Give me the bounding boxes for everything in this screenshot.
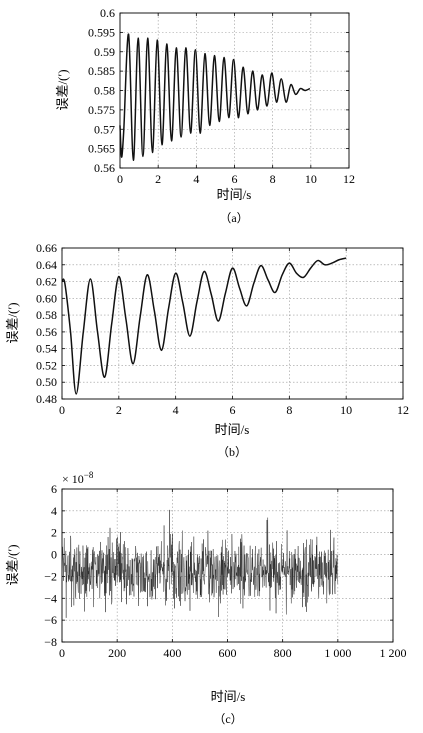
- ticks-c: [61, 488, 394, 643]
- y-tick-label: 0.57: [94, 122, 115, 136]
- y-tick-label: 0.59: [94, 45, 115, 59]
- x-tick-label: 0: [59, 646, 65, 660]
- x-tick-label: 6: [230, 403, 236, 417]
- y-tick-label: −2: [44, 569, 57, 583]
- y-tick-label: −8: [44, 635, 57, 649]
- x-tick-label: 0: [117, 172, 123, 186]
- y-tick-label: 0.48: [36, 392, 57, 406]
- series-line-b: [61, 257, 347, 395]
- y-tick-label: 0.565: [88, 142, 115, 156]
- grid-a: [120, 13, 349, 168]
- x-tick-label: 8: [286, 403, 292, 417]
- chart-panel-a: 0 2 4 6 8 10 12 0.560.5650.570.5750.580.5850.5…: [55, 6, 355, 225]
- x-tick-label: 4: [193, 172, 199, 186]
- x-tick-label: 800: [274, 646, 292, 660]
- y-tick-label: 0.50: [36, 375, 57, 389]
- y-tick-label: 0: [51, 548, 57, 562]
- y-tick-label: 0.54: [36, 342, 57, 356]
- y-tick-labels-c: −8 −6 −4 −2 0 2 4 6: [44, 482, 57, 649]
- y-tick-labels-a: 0.56 0.565 0.57 0.575 0.58 0.585 0.59 0.595 0.6: [88, 6, 115, 175]
- grid-c: [62, 489, 393, 642]
- y-tick-label: 0.58: [94, 84, 115, 98]
- caption-c: （c）: [213, 712, 242, 726]
- x-axis-label-b: 时间/s: [215, 422, 250, 437]
- x-tick-label: 4: [173, 403, 179, 417]
- x-tick-labels-b: 0 2 4 6 8 10 12: [59, 403, 409, 417]
- x-tick-label: 2: [116, 403, 122, 417]
- y-tick-label: 0.52: [36, 358, 57, 372]
- ticks-b: [61, 247, 404, 400]
- x-tick-label: 2: [155, 172, 161, 186]
- x-axis-label-c: 时间/s: [211, 689, 246, 704]
- x-tick-labels-c: 0 200 400 600 800 1 000 1 200: [59, 646, 407, 660]
- y-tick-label: 0.575: [88, 103, 115, 117]
- caption-a: （a）: [219, 211, 248, 225]
- y-tick-label: 0.56: [94, 161, 115, 175]
- y-tick-label: −6: [44, 613, 57, 627]
- scale-multiplier-c: × 10−8: [62, 470, 94, 486]
- x-tick-label: 10: [305, 172, 317, 186]
- y-tick-label: 0.6: [100, 6, 115, 20]
- y-tick-label: 4: [51, 504, 57, 518]
- y-axis-label-c: 误差/(′): [5, 544, 20, 585]
- y-tick-label: 0.62: [36, 275, 57, 289]
- x-tick-label: 12: [397, 403, 409, 417]
- y-tick-label: −4: [44, 591, 57, 605]
- x-tick-label: 0: [59, 403, 65, 417]
- grid-b: [62, 248, 403, 399]
- series-line-c: [61, 509, 339, 619]
- y-tick-labels-b: 0.48 0.50 0.52 0.54 0.56 0.58 0.60 0.62 0.64 0.66: [36, 241, 57, 406]
- x-tick-label: 8: [270, 172, 276, 186]
- x-tick-label: 400: [163, 646, 181, 660]
- scale-label: × 10: [62, 472, 84, 486]
- x-tick-label: 6: [232, 172, 238, 186]
- y-tick-label: 0.585: [88, 64, 115, 78]
- y-axis-label-b: 误差/(′): [5, 302, 20, 343]
- scale-exponent: −8: [84, 470, 94, 480]
- plot-frame-b: [61, 247, 404, 400]
- x-tick-label: 1 200: [380, 646, 407, 660]
- x-tick-label: 200: [108, 646, 126, 660]
- y-tick-label: 0.64: [36, 258, 57, 272]
- y-tick-label: 0.56: [36, 325, 57, 339]
- x-tick-label: 12: [343, 172, 355, 186]
- x-tick-label: 1 000: [324, 646, 351, 660]
- y-tick-label: 0.66: [36, 241, 57, 255]
- chart-panel-b: 0 2 4 6 8 10 12 0.480.500.520.540.560.580.600.…: [5, 241, 409, 459]
- y-tick-label: 2: [51, 526, 57, 540]
- y-tick-label: 0.58: [36, 308, 57, 322]
- chart-panel-c: 0 200 400 600 800 1 000 1 200 −8 −6 −4 −2 0 2 4 6 × 1…: [5, 470, 407, 726]
- y-tick-label: 0.60: [36, 291, 57, 305]
- x-tick-label: 600: [219, 646, 237, 660]
- caption-b: （b）: [217, 445, 247, 459]
- y-tick-label: 0.595: [88, 25, 115, 39]
- series-line-a: [119, 33, 311, 162]
- y-axis-label-a: 误差/(′): [55, 69, 70, 110]
- x-tick-labels-a: 0 2 4 6 8 10 12: [117, 172, 355, 186]
- x-tick-label: 10: [340, 403, 352, 417]
- y-tick-label: 6: [51, 482, 57, 496]
- x-axis-label-a: 时间/s: [217, 187, 252, 202]
